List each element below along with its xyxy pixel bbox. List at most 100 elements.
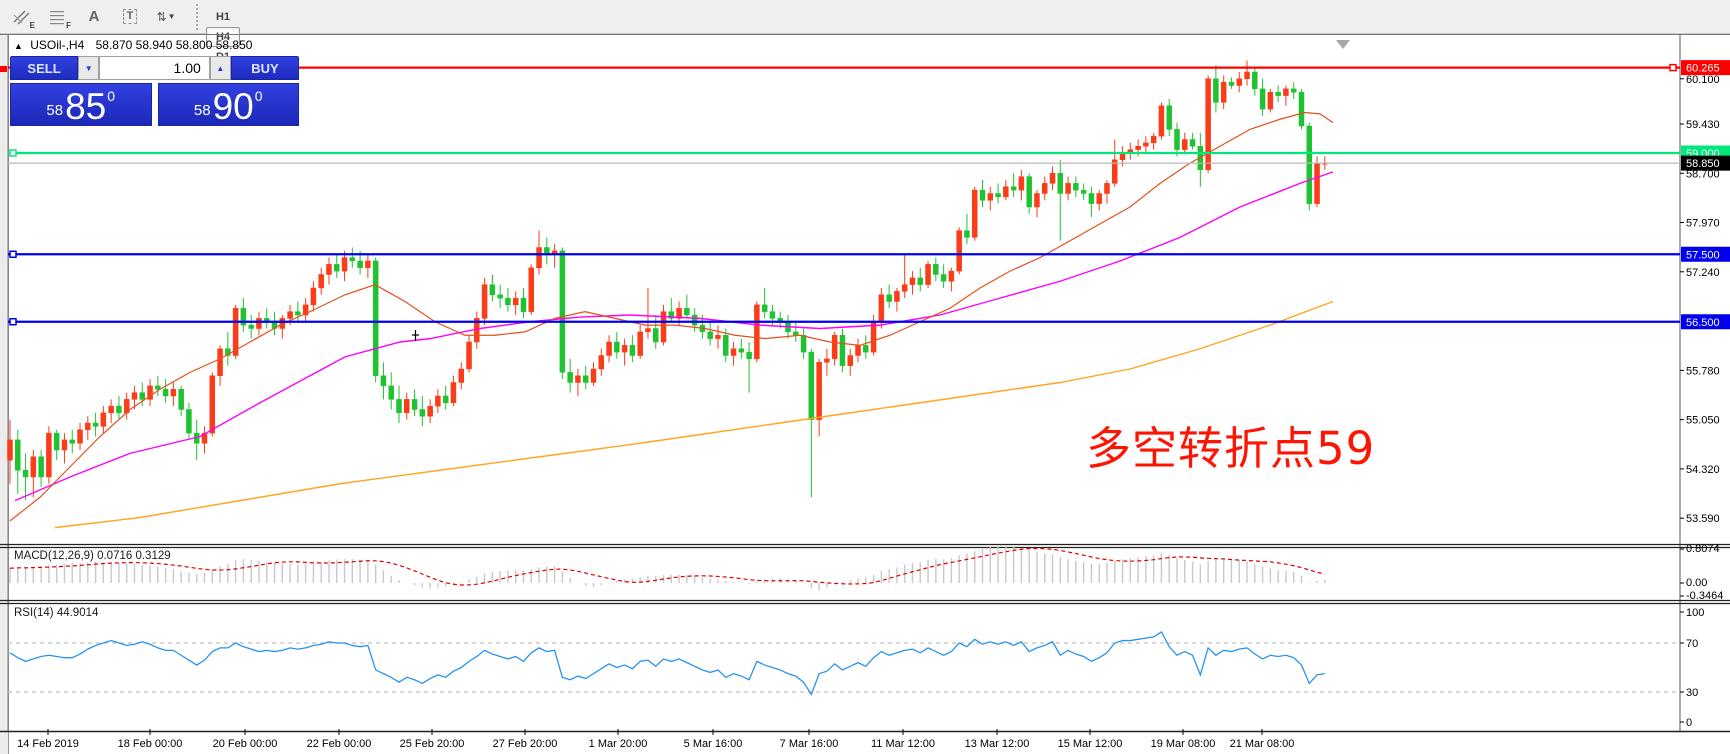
candle-body-bull bbox=[131, 392, 138, 400]
candle-body-bull bbox=[147, 385, 153, 400]
candle-body-bull bbox=[326, 264, 332, 275]
candle-body-bear bbox=[162, 389, 169, 397]
candle-body-bear bbox=[1259, 88, 1266, 110]
price-axis-label: 55.780 bbox=[1686, 365, 1720, 377]
text-glyph: A bbox=[88, 8, 100, 25]
candle-body-bear bbox=[979, 189, 986, 201]
time-axis-label: 13 Mar 12:00 bbox=[965, 738, 1030, 750]
candle-body-bear bbox=[863, 345, 869, 353]
candle-body-bull bbox=[1158, 105, 1165, 137]
price-axis-label: 54.320 bbox=[1686, 464, 1720, 476]
candle-body-bear bbox=[155, 385, 161, 390]
candle-body-bull bbox=[1034, 193, 1040, 208]
candle-body-bull bbox=[217, 348, 223, 376]
candle-body-bull bbox=[956, 230, 962, 272]
candle-body-bull bbox=[1182, 139, 1188, 150]
candle-body-bull bbox=[1205, 78, 1211, 171]
candle-body-bull bbox=[987, 193, 994, 201]
candle-body-bear bbox=[388, 385, 394, 400]
buy-price-display[interactable]: 58 90 0 bbox=[157, 83, 299, 127]
volume-increase-button[interactable]: ▲ bbox=[209, 56, 231, 80]
level-line-handle[interactable] bbox=[9, 149, 17, 157]
candle-body-bull bbox=[1283, 88, 1289, 96]
volume-input[interactable]: 1.00 bbox=[99, 56, 210, 80]
sell-price-main: 85 bbox=[65, 85, 107, 127]
time-axis-label: 27 Feb 20:00 bbox=[493, 738, 558, 750]
candle-body-bull bbox=[512, 297, 519, 306]
level-line-handle[interactable] bbox=[9, 318, 17, 326]
candle-body-bear bbox=[186, 409, 192, 434]
buy-price-int: 58 bbox=[193, 102, 211, 119]
level-line-handle[interactable] bbox=[9, 250, 17, 258]
toolbar-separator[interactable] bbox=[196, 3, 198, 30]
fibonacci-grid-icon[interactable]: F bbox=[44, 4, 72, 30]
chart-shift-marker-icon[interactable] bbox=[1336, 40, 1350, 49]
candle-body-bull bbox=[715, 335, 721, 339]
candle-body-bear bbox=[808, 351, 815, 420]
level-line-handle[interactable] bbox=[1669, 63, 1677, 72]
candle-body-bear bbox=[886, 294, 892, 302]
macd-label: MACD(12,26,9) 0.0716 0.3129 bbox=[14, 550, 171, 562]
level-price-tag-label: 57.500 bbox=[1686, 249, 1720, 261]
candle-body-bull bbox=[466, 341, 472, 370]
candle-body-bull bbox=[481, 284, 488, 319]
candle-body-bear bbox=[116, 405, 122, 414]
level-line-anchor bbox=[0, 66, 7, 72]
sell-price-display[interactable]: 58 85 0 bbox=[10, 83, 152, 126]
candle-body-bull bbox=[660, 311, 667, 343]
candle-body-bull bbox=[948, 270, 955, 282]
candle-body-bull bbox=[831, 335, 838, 360]
ohlc-values: 58.870 58.940 58.800 58.850 bbox=[95, 38, 253, 52]
candle-body-bear bbox=[22, 470, 29, 478]
candle-body-bear bbox=[15, 439, 21, 471]
tab-timeframe-m30[interactable]: M30 bbox=[206, 0, 240, 7]
rsi-axis-label: 100 bbox=[1686, 607, 1704, 619]
candle-body-bear bbox=[295, 311, 301, 316]
candle-body-bear bbox=[793, 331, 799, 336]
time-axis-label: 15 Mar 12:00 bbox=[1058, 738, 1123, 750]
rsi-axis-label: 30 bbox=[1686, 687, 1698, 699]
tab-timeframe-h4[interactable]: H4 bbox=[206, 26, 240, 47]
arrows-glyph: ⇅ bbox=[156, 9, 167, 24]
candle-body-bear bbox=[1298, 92, 1305, 127]
time-axis-label: 11 Mar 12:00 bbox=[871, 738, 935, 750]
buy-button[interactable]: BUY bbox=[230, 56, 300, 80]
buy-price-main: 90 bbox=[212, 85, 254, 127]
candle-body-bull bbox=[855, 345, 861, 356]
rsi-axis-label: 70 bbox=[1686, 638, 1698, 650]
level-price-tag-label: 56.500 bbox=[1686, 317, 1720, 329]
candle-body-bull bbox=[1112, 159, 1118, 184]
candle-body-bear bbox=[225, 348, 231, 356]
candle-body-bear bbox=[53, 432, 60, 451]
tab-timeframe-h1[interactable]: H1 bbox=[215, 10, 231, 23]
arrow-tools-icon[interactable]: ⇅ ▼ bbox=[152, 4, 180, 30]
text-tool-icon[interactable]: A bbox=[80, 4, 108, 30]
collapse-icon[interactable]: ▲ bbox=[14, 41, 23, 51]
level-price-tag-label: 60.265 bbox=[1686, 63, 1720, 75]
candle-body-bear bbox=[652, 328, 659, 343]
candle-body-bull bbox=[77, 429, 83, 444]
bid-price-tag-label: 58.850 bbox=[1686, 158, 1720, 170]
candle-body-bear bbox=[738, 348, 745, 353]
time-axis-label: 20 Feb 00:00 bbox=[213, 738, 278, 750]
candle-body-bear bbox=[396, 399, 402, 414]
candle-body-bear bbox=[69, 439, 75, 444]
sell-button[interactable]: SELL bbox=[10, 56, 79, 80]
candle-body-bear bbox=[1174, 129, 1180, 150]
candle-body-bull bbox=[754, 304, 760, 360]
volume-decrease-button[interactable]: ▼ bbox=[78, 56, 100, 80]
level-price-tag bbox=[1681, 314, 1730, 330]
candle-body-bear bbox=[505, 297, 511, 306]
equidistant-channel-icon[interactable]: E bbox=[8, 4, 36, 30]
candle-body-bear bbox=[497, 294, 503, 299]
candle-body-bull bbox=[1220, 81, 1227, 103]
candle-body-bear bbox=[933, 264, 939, 275]
candle-body-bull bbox=[201, 432, 208, 444]
text-label-icon[interactable]: T bbox=[116, 4, 144, 30]
candle-body-bear bbox=[1290, 88, 1297, 93]
candle-body-bull bbox=[598, 355, 605, 370]
ma-slow-line bbox=[54, 300, 1334, 529]
candle-body-bull bbox=[1065, 183, 1071, 194]
